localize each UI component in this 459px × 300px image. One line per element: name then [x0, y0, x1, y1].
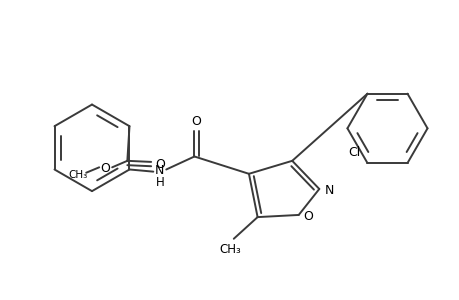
Text: H: H — [155, 176, 164, 189]
Text: O: O — [155, 158, 164, 171]
Text: CH₃: CH₃ — [219, 243, 241, 256]
Text: N: N — [155, 164, 164, 177]
Text: CH₃: CH₃ — [68, 170, 87, 180]
Text: O: O — [101, 162, 110, 175]
Text: O: O — [303, 209, 313, 223]
Text: Cl: Cl — [347, 146, 360, 159]
Text: N: N — [324, 184, 333, 196]
Text: O: O — [191, 116, 201, 128]
